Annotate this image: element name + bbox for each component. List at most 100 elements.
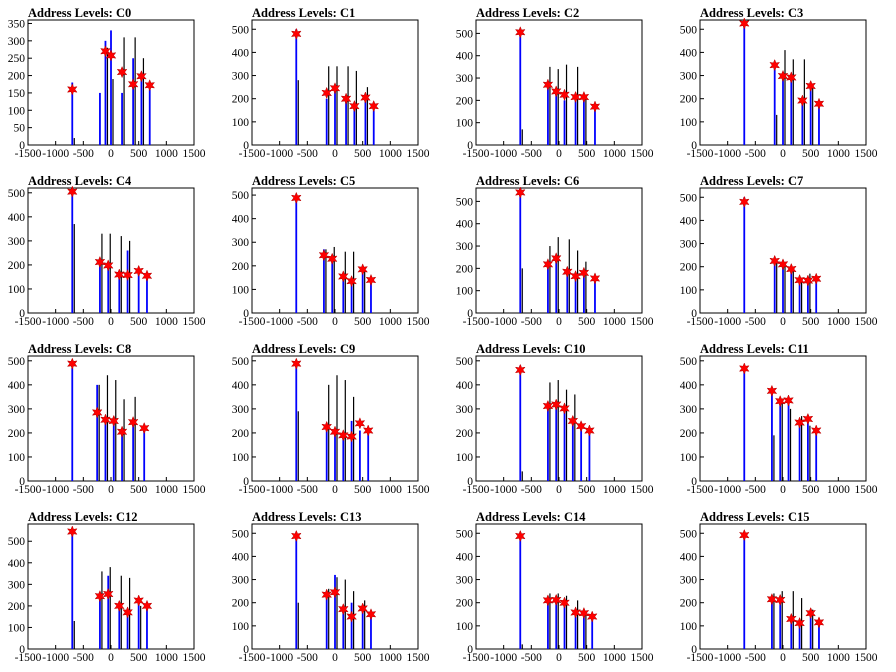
peak-marker bbox=[802, 274, 814, 287]
peak-marker bbox=[559, 596, 570, 609]
y-tick-label: 400 bbox=[8, 380, 26, 392]
peak-marker bbox=[542, 258, 554, 271]
y-tick-label: 400 bbox=[456, 219, 474, 231]
peak-marker bbox=[794, 273, 805, 287]
y-tick-label: 400 bbox=[680, 380, 698, 392]
y-tick-label: 400 bbox=[456, 380, 474, 392]
peak-marker bbox=[127, 78, 139, 91]
peak-marker bbox=[113, 268, 125, 281]
y-tick-label: 300 bbox=[680, 404, 698, 416]
peak-marker bbox=[94, 590, 106, 603]
x-tick-label: -1500 bbox=[463, 484, 490, 496]
x-tick-label: -1500 bbox=[687, 484, 714, 496]
peak-marker bbox=[133, 264, 144, 278]
x-tick-label: -500 bbox=[521, 316, 542, 328]
x-tick-label: 1500 bbox=[631, 652, 654, 664]
peak-marker bbox=[777, 69, 789, 83]
peak-marker bbox=[794, 616, 805, 630]
peak-marker bbox=[769, 254, 781, 268]
y-tick-label: 500 bbox=[8, 188, 26, 200]
y-tick-label: 0 bbox=[243, 476, 249, 488]
peak-marker bbox=[318, 249, 330, 262]
peak-marker bbox=[122, 606, 133, 619]
x-tick-label: -1500 bbox=[687, 148, 714, 160]
plot-frame bbox=[699, 355, 867, 482]
panel-title: Address Levels: C8 bbox=[28, 342, 131, 356]
x-tick-label: 0 bbox=[780, 652, 786, 664]
x-tick-label: 1000 bbox=[379, 148, 402, 160]
y-tick-label: 300 bbox=[456, 73, 474, 85]
peak-marker bbox=[550, 593, 562, 607]
peak-marker bbox=[802, 412, 814, 426]
peak-marker bbox=[360, 91, 371, 104]
y-tick-label: 300 bbox=[232, 575, 250, 587]
y-tick-label: 400 bbox=[456, 51, 474, 63]
peak-marker bbox=[66, 185, 78, 198]
peak-marker bbox=[346, 275, 357, 288]
y-tick-label: 200 bbox=[456, 598, 474, 610]
panel-15: Address Levels: C15 0 100 200 300 400 500 -1500… bbox=[680, 510, 878, 664]
x-tick-label: 1000 bbox=[827, 148, 850, 160]
y-tick-label: 500 bbox=[456, 28, 474, 40]
peak-marker bbox=[570, 90, 581, 104]
y-tick-label: 300 bbox=[456, 241, 474, 253]
y-tick-label: 500 bbox=[8, 356, 26, 368]
x-tick-label: -1500 bbox=[239, 148, 266, 160]
plot-frame bbox=[475, 187, 643, 314]
peak-marker bbox=[785, 612, 797, 626]
x-tick-label: -1000 bbox=[266, 484, 293, 496]
y-tick-label: 500 bbox=[456, 196, 474, 208]
y-tick-label: 300 bbox=[456, 404, 474, 416]
y-tick-label: 500 bbox=[680, 356, 698, 368]
y-tick-label: 0 bbox=[691, 476, 697, 488]
y-tick-label: 500 bbox=[680, 528, 698, 540]
y-tick-label: 100 bbox=[8, 105, 26, 117]
x-tick-label: -1000 bbox=[714, 316, 741, 328]
panel-1: Address Levels: C10100200300400500-1500-… bbox=[232, 6, 430, 160]
x-tick-label: 0 bbox=[556, 652, 562, 664]
peak-marker bbox=[575, 420, 587, 433]
y-tick-label: 500 bbox=[232, 356, 250, 368]
x-tick-label: 0 bbox=[556, 316, 562, 328]
peak-marker bbox=[66, 83, 78, 96]
peak-marker bbox=[584, 424, 595, 437]
panel-12: Address Levels: C12 0 100 200 300 400 500 -1500… bbox=[8, 510, 206, 664]
x-tick-label: -1500 bbox=[15, 484, 42, 496]
peak-marker bbox=[290, 191, 302, 205]
panel-title: Address Levels: C4 bbox=[28, 174, 132, 188]
y-tick-label: 400 bbox=[232, 551, 250, 563]
peak-marker bbox=[570, 270, 581, 283]
panel-title: Address Levels: C1 bbox=[252, 6, 355, 20]
y-tick-label: 200 bbox=[680, 598, 698, 610]
x-tick-label: -1000 bbox=[42, 484, 69, 496]
plot-frame bbox=[475, 19, 643, 146]
x-tick-label: 1000 bbox=[155, 316, 178, 328]
y-tick-label: 400 bbox=[680, 47, 698, 59]
x-tick-label: 1000 bbox=[827, 652, 850, 664]
x-tick-label: 1500 bbox=[631, 316, 654, 328]
x-tick-label: -1000 bbox=[490, 316, 517, 328]
x-tick-label: 1000 bbox=[603, 652, 626, 664]
peak-marker bbox=[337, 603, 349, 616]
y-tick-label: 500 bbox=[232, 24, 250, 36]
peak-marker bbox=[589, 100, 601, 113]
x-tick-label: -1000 bbox=[490, 484, 517, 496]
x-tick-label: 500 bbox=[130, 316, 148, 328]
x-tick-label: 0 bbox=[332, 316, 338, 328]
peak-marker bbox=[813, 97, 825, 110]
x-tick-label: 500 bbox=[578, 148, 596, 160]
peak-marker bbox=[100, 45, 111, 58]
y-tick-label: 500 bbox=[232, 528, 250, 540]
x-tick-label: -500 bbox=[297, 652, 318, 664]
x-tick-label: 500 bbox=[578, 484, 596, 496]
y-tick-label: 500 bbox=[456, 528, 474, 540]
x-tick-label: 1000 bbox=[379, 316, 402, 328]
x-tick-label: 1000 bbox=[379, 652, 402, 664]
x-tick-label: 500 bbox=[354, 148, 372, 160]
x-tick-label: 0 bbox=[780, 148, 786, 160]
peak-marker bbox=[766, 593, 778, 606]
peak-marker bbox=[102, 259, 114, 272]
peak-marker bbox=[542, 399, 554, 413]
y-tick-label: 0 bbox=[691, 140, 697, 152]
